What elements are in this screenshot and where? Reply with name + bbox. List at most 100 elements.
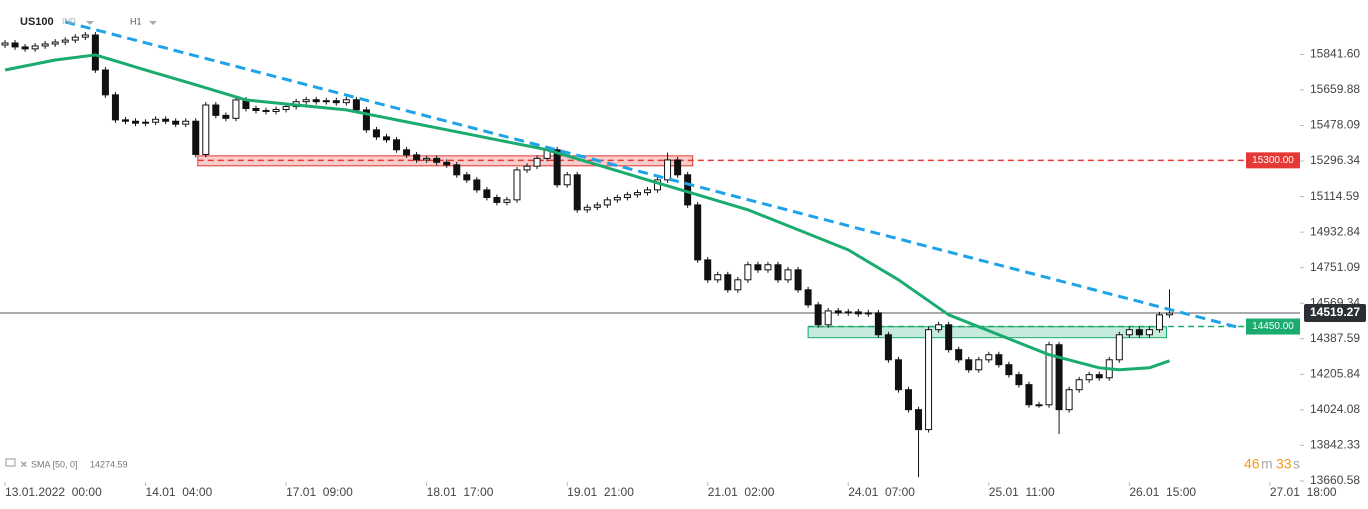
candle-body: [784, 269, 792, 281]
candle-body: [132, 120, 140, 124]
candle-body: [11, 42, 19, 48]
candle-body: [1145, 329, 1153, 336]
dropdown-icon[interactable]: [86, 21, 157, 25]
candle-body: [372, 129, 380, 138]
candle-body: [172, 120, 180, 125]
candle-body: [362, 109, 370, 131]
candle-body: [101, 69, 109, 96]
zone: [807, 326, 1167, 339]
candle-body: [71, 36, 79, 41]
candle-body: [282, 106, 290, 111]
candle-body: [854, 311, 862, 315]
candle-body: [623, 194, 631, 198]
candle-body: [111, 94, 119, 121]
candle-body: [91, 34, 99, 71]
y-tick-label: 15659.88: [1310, 82, 1360, 96]
candle-body: [393, 139, 401, 151]
candle-body: [51, 41, 59, 45]
candle-body: [1055, 344, 1063, 411]
candle-body: [513, 169, 521, 201]
candle-body: [1015, 374, 1023, 386]
candle-body: [794, 269, 802, 291]
candle-body: [202, 104, 210, 155]
y-tick-label: 15114.59: [1310, 189, 1359, 203]
x-tick-label: 25.01 11:00: [989, 485, 1055, 499]
candle-body: [493, 196, 501, 203]
sma-icon[interactable]: [5, 458, 16, 467]
candle-body: [824, 310, 832, 326]
candle-body: [804, 289, 812, 306]
candle-body: [413, 154, 421, 161]
sma-name: SMA [50, 0]: [31, 459, 78, 469]
candle-body: [603, 199, 611, 206]
last-price-bg: [1304, 304, 1366, 323]
candle-body: [894, 359, 902, 391]
overlay: 15841.60 15659.88 15478.09 15296.34 15114.59…: [5, 47, 1366, 499]
y-tick-label: 14205.84: [1310, 366, 1360, 380]
candle-body: [61, 39, 69, 43]
candle-body: [272, 109, 280, 112]
candle-body: [945, 324, 953, 351]
candle-body: [664, 159, 672, 181]
candle-body: [81, 34, 89, 38]
y-tick-label: 15296.34: [1310, 153, 1360, 167]
countdown-sec: 33: [1276, 456, 1292, 472]
x-tick-label: 18.01 17:00: [427, 485, 494, 499]
candle-body: [1035, 404, 1043, 407]
x-tick-label: 17.01 09:00: [286, 485, 353, 499]
candle-body: [322, 100, 330, 103]
candle-body: [212, 104, 220, 116]
candle-body: [1005, 364, 1013, 376]
candle-body: [985, 354, 993, 361]
candle-body: [1085, 374, 1093, 381]
candle-body: [1045, 344, 1053, 406]
candle-body: [884, 334, 892, 361]
x-tick-label: 24.01 07:00: [848, 485, 915, 499]
level-label-bg: [1246, 152, 1300, 169]
y-tick-label: 14932.84: [1310, 224, 1360, 238]
candle-body: [483, 189, 491, 198]
candle-body: [915, 409, 923, 431]
candle-body: [955, 349, 963, 361]
candle-body: [453, 164, 461, 176]
candle-body: [473, 179, 481, 191]
candle-body: [995, 354, 1003, 366]
candle-body: [332, 100, 340, 104]
candle-body: [704, 259, 712, 281]
level-label: 14450.00: [1252, 321, 1294, 332]
candle-body: [583, 206, 591, 211]
candle-body: [975, 359, 983, 371]
candle-body: [754, 264, 762, 271]
candle-body: [925, 329, 933, 431]
candle-body: [1, 42, 9, 46]
candle-body: [403, 149, 411, 156]
candle-body: [563, 174, 571, 186]
candle-body: [222, 114, 230, 119]
candle-body: [834, 310, 842, 314]
candle-body: [1095, 374, 1103, 379]
y-tick-label: 15841.60: [1310, 47, 1360, 61]
countdown-min: 46: [1244, 456, 1260, 472]
candle-body: [463, 174, 471, 181]
interval: H1: [130, 16, 142, 26]
market: IND: [62, 17, 76, 26]
candle-body: [1155, 314, 1163, 331]
y-tick-label: 14387.59: [1310, 331, 1360, 345]
candle-body: [31, 45, 39, 50]
x-tick-label: 21.01 02:00: [708, 485, 775, 499]
candle-body: [342, 99, 350, 104]
candle-body: [433, 157, 441, 163]
x-tick-label: 19.01 21:00: [567, 485, 634, 499]
candle-body: [1065, 389, 1073, 411]
candle-body: [814, 304, 822, 326]
close-icon[interactable]: ✕: [20, 459, 28, 469]
candle-body: [142, 121, 150, 124]
candle-body: [904, 389, 912, 411]
candle-body: [593, 204, 601, 208]
candle-body: [874, 312, 882, 336]
candle-body: [643, 189, 651, 194]
x-tick-label: 27.01 18:00: [1270, 485, 1337, 499]
candle-body: [1115, 334, 1123, 361]
candle-body: [965, 359, 973, 371]
